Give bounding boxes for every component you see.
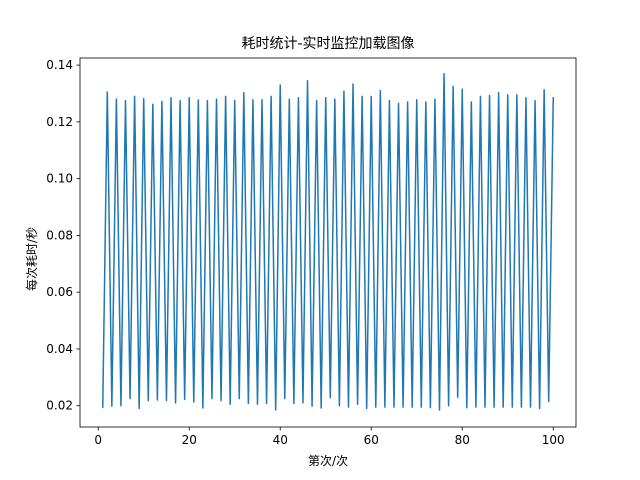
x-tick-label: 100 — [542, 433, 565, 447]
x-tick-label: 60 — [364, 433, 379, 447]
x-tick-label: 80 — [455, 433, 470, 447]
y-axis-label: 每次耗时/秒 — [24, 227, 39, 291]
x-tick-label: 40 — [273, 433, 288, 447]
x-tick-label: 20 — [182, 433, 197, 447]
y-tick-label: 0.04 — [46, 342, 73, 356]
y-tick-label: 0.12 — [46, 115, 73, 129]
y-tick-label: 0.06 — [46, 285, 73, 299]
y-tick-label: 0.10 — [46, 172, 73, 186]
series-line-1 — [101, 72, 555, 411]
chart-title: 耗时统计-实时监控加载图像 — [241, 36, 414, 52]
y-tick-label: 0.14 — [46, 58, 73, 72]
y-tick-label: 0.02 — [46, 399, 73, 413]
y-tick-label: 0.08 — [46, 228, 73, 242]
axes-frame — [79, 57, 577, 428]
x-tick-label: 0 — [94, 433, 102, 447]
x-axis-label: 第次/次 — [308, 454, 348, 468]
plot-area: 0 20 40 60 80 100 0.02 0.04 0.06 0.08 0.10 0.12 0.14 — [46, 57, 577, 447]
